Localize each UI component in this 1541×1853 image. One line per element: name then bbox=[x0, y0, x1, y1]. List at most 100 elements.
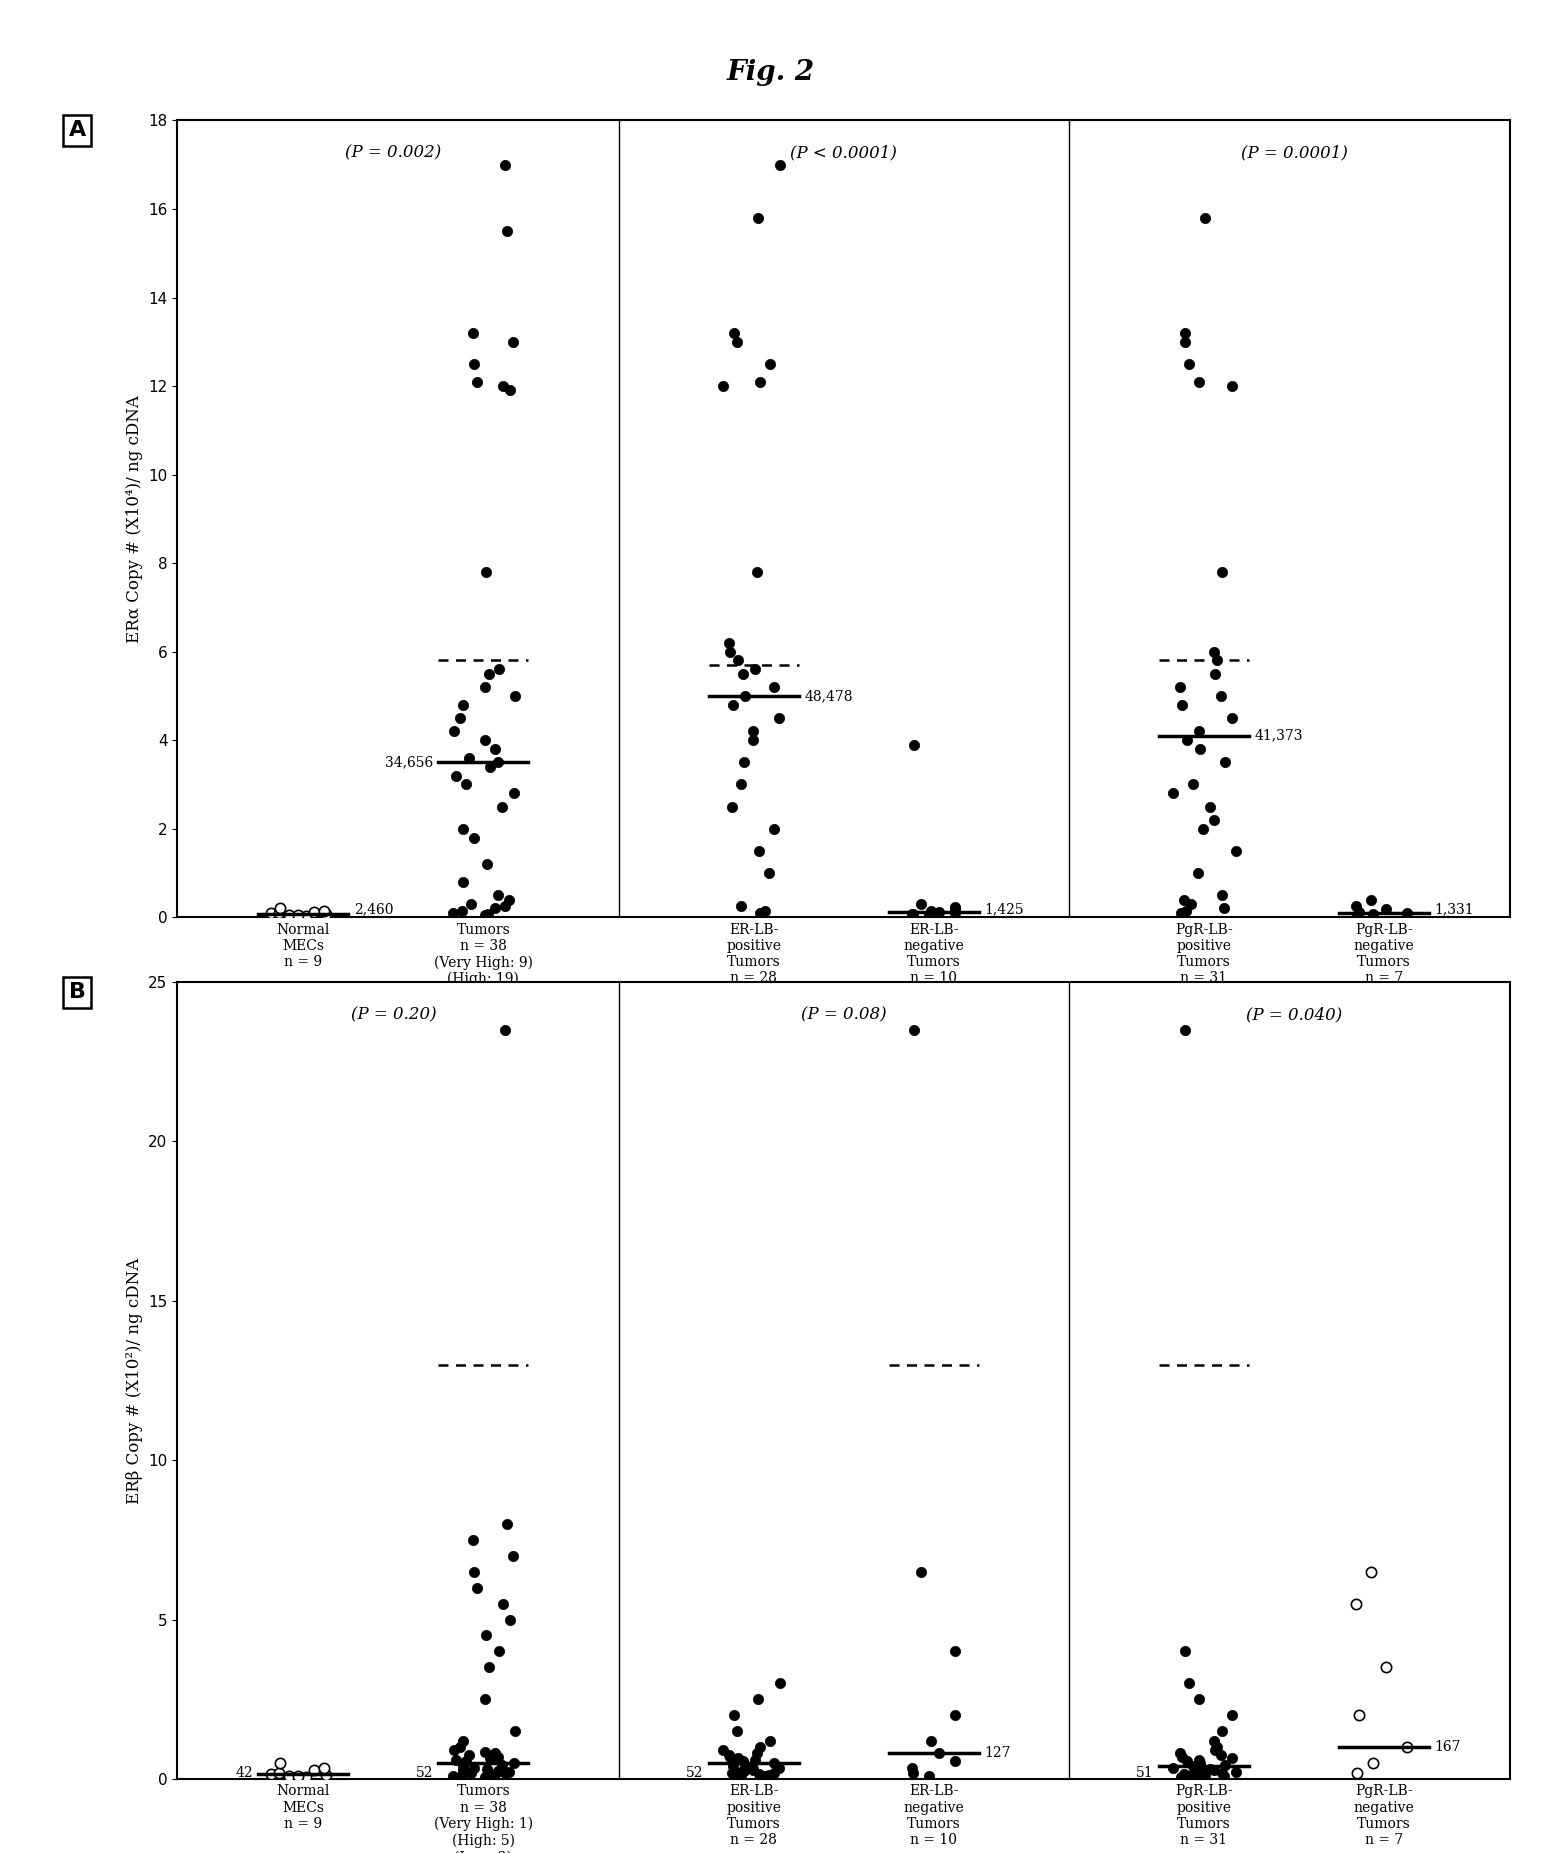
Point bbox=[1395, 1733, 1419, 1762]
Point bbox=[1344, 891, 1368, 921]
Point bbox=[1199, 1755, 1224, 1784]
Point bbox=[1160, 1753, 1185, 1783]
Point bbox=[1202, 660, 1227, 689]
Y-axis label: ERβ Copy # (X10²)/ ng cDNA: ERβ Copy # (X10²)/ ng cDNA bbox=[126, 1258, 143, 1503]
Point bbox=[1167, 1738, 1191, 1768]
Point bbox=[724, 326, 749, 356]
Point bbox=[744, 558, 769, 587]
Text: (P = 0.040): (P = 0.040) bbox=[1247, 1006, 1342, 1023]
Point bbox=[444, 762, 468, 791]
Point bbox=[441, 1760, 465, 1790]
Point bbox=[726, 1744, 750, 1773]
Point bbox=[473, 558, 498, 587]
Point bbox=[943, 899, 968, 928]
Point bbox=[732, 1749, 757, 1779]
Point bbox=[1202, 637, 1227, 667]
Point bbox=[717, 1740, 741, 1770]
Point bbox=[302, 1755, 327, 1784]
Point bbox=[741, 717, 766, 747]
Text: (P = 0.20): (P = 0.20) bbox=[350, 1006, 436, 1023]
Point bbox=[493, 891, 518, 921]
Point bbox=[710, 1736, 735, 1766]
Point bbox=[484, 1738, 509, 1768]
Point bbox=[1213, 1749, 1237, 1779]
Point bbox=[259, 1758, 284, 1788]
Point bbox=[441, 899, 465, 928]
Point bbox=[1347, 897, 1371, 926]
Point bbox=[1170, 689, 1194, 719]
Point bbox=[1176, 1668, 1200, 1697]
Text: (P = 0.002): (P = 0.002) bbox=[345, 145, 441, 161]
Point bbox=[495, 217, 519, 246]
Point bbox=[1168, 899, 1193, 928]
Point bbox=[1176, 348, 1200, 378]
Point bbox=[741, 1755, 766, 1784]
Point bbox=[484, 1758, 509, 1788]
Point bbox=[476, 660, 501, 689]
Point bbox=[1191, 1757, 1216, 1786]
Point bbox=[1173, 326, 1197, 356]
Point bbox=[1210, 880, 1234, 910]
Point bbox=[501, 326, 525, 356]
Point bbox=[943, 1747, 968, 1777]
Point bbox=[1220, 371, 1245, 400]
Point bbox=[490, 791, 515, 821]
Text: A: A bbox=[69, 120, 86, 141]
Point bbox=[1187, 717, 1211, 747]
Point bbox=[1191, 813, 1216, 843]
Point bbox=[484, 893, 509, 923]
Point bbox=[259, 899, 284, 928]
Point bbox=[758, 1725, 783, 1755]
Point bbox=[917, 1760, 942, 1790]
Point bbox=[492, 371, 516, 400]
Text: (P = 0.08): (P = 0.08) bbox=[801, 1006, 886, 1023]
Point bbox=[1173, 1636, 1197, 1666]
Point bbox=[1219, 702, 1244, 732]
Point bbox=[710, 371, 735, 400]
Point bbox=[761, 1758, 786, 1788]
Point bbox=[1211, 893, 1236, 923]
Point bbox=[1359, 1557, 1384, 1586]
Point bbox=[747, 367, 772, 397]
Point bbox=[746, 1758, 770, 1788]
Point bbox=[1395, 899, 1419, 928]
Point bbox=[909, 1557, 934, 1586]
Text: 1,331: 1,331 bbox=[1435, 902, 1475, 915]
Point bbox=[1179, 1760, 1204, 1790]
Point bbox=[447, 702, 472, 732]
Point bbox=[761, 1747, 786, 1777]
Point bbox=[767, 1753, 792, 1783]
Point bbox=[450, 1751, 475, 1781]
Point bbox=[475, 849, 499, 878]
Point bbox=[267, 1758, 291, 1788]
Point bbox=[473, 1621, 498, 1651]
Point bbox=[313, 899, 337, 928]
Point bbox=[1345, 1758, 1370, 1788]
Point bbox=[917, 901, 942, 930]
Point bbox=[741, 725, 766, 754]
Point bbox=[442, 717, 467, 747]
Point bbox=[732, 682, 757, 712]
Point bbox=[724, 1716, 749, 1746]
Point bbox=[276, 1762, 300, 1792]
Text: 34,656: 34,656 bbox=[385, 756, 433, 769]
Point bbox=[743, 654, 767, 684]
Point bbox=[1185, 1758, 1210, 1788]
Point bbox=[767, 702, 792, 732]
Text: 1,425: 1,425 bbox=[985, 902, 1023, 915]
Point bbox=[1179, 889, 1204, 919]
Point bbox=[901, 1015, 926, 1045]
Point bbox=[492, 1588, 516, 1618]
Point bbox=[452, 1725, 476, 1755]
Point bbox=[501, 1542, 525, 1571]
Point bbox=[287, 901, 311, 930]
Point bbox=[943, 1701, 968, 1731]
Point bbox=[1174, 1762, 1199, 1792]
Point bbox=[718, 637, 743, 667]
Point bbox=[1187, 1684, 1211, 1714]
Point bbox=[475, 1755, 499, 1784]
Point bbox=[1205, 645, 1230, 674]
Text: 52: 52 bbox=[416, 1766, 433, 1779]
Point bbox=[453, 769, 478, 799]
Point bbox=[487, 654, 512, 684]
